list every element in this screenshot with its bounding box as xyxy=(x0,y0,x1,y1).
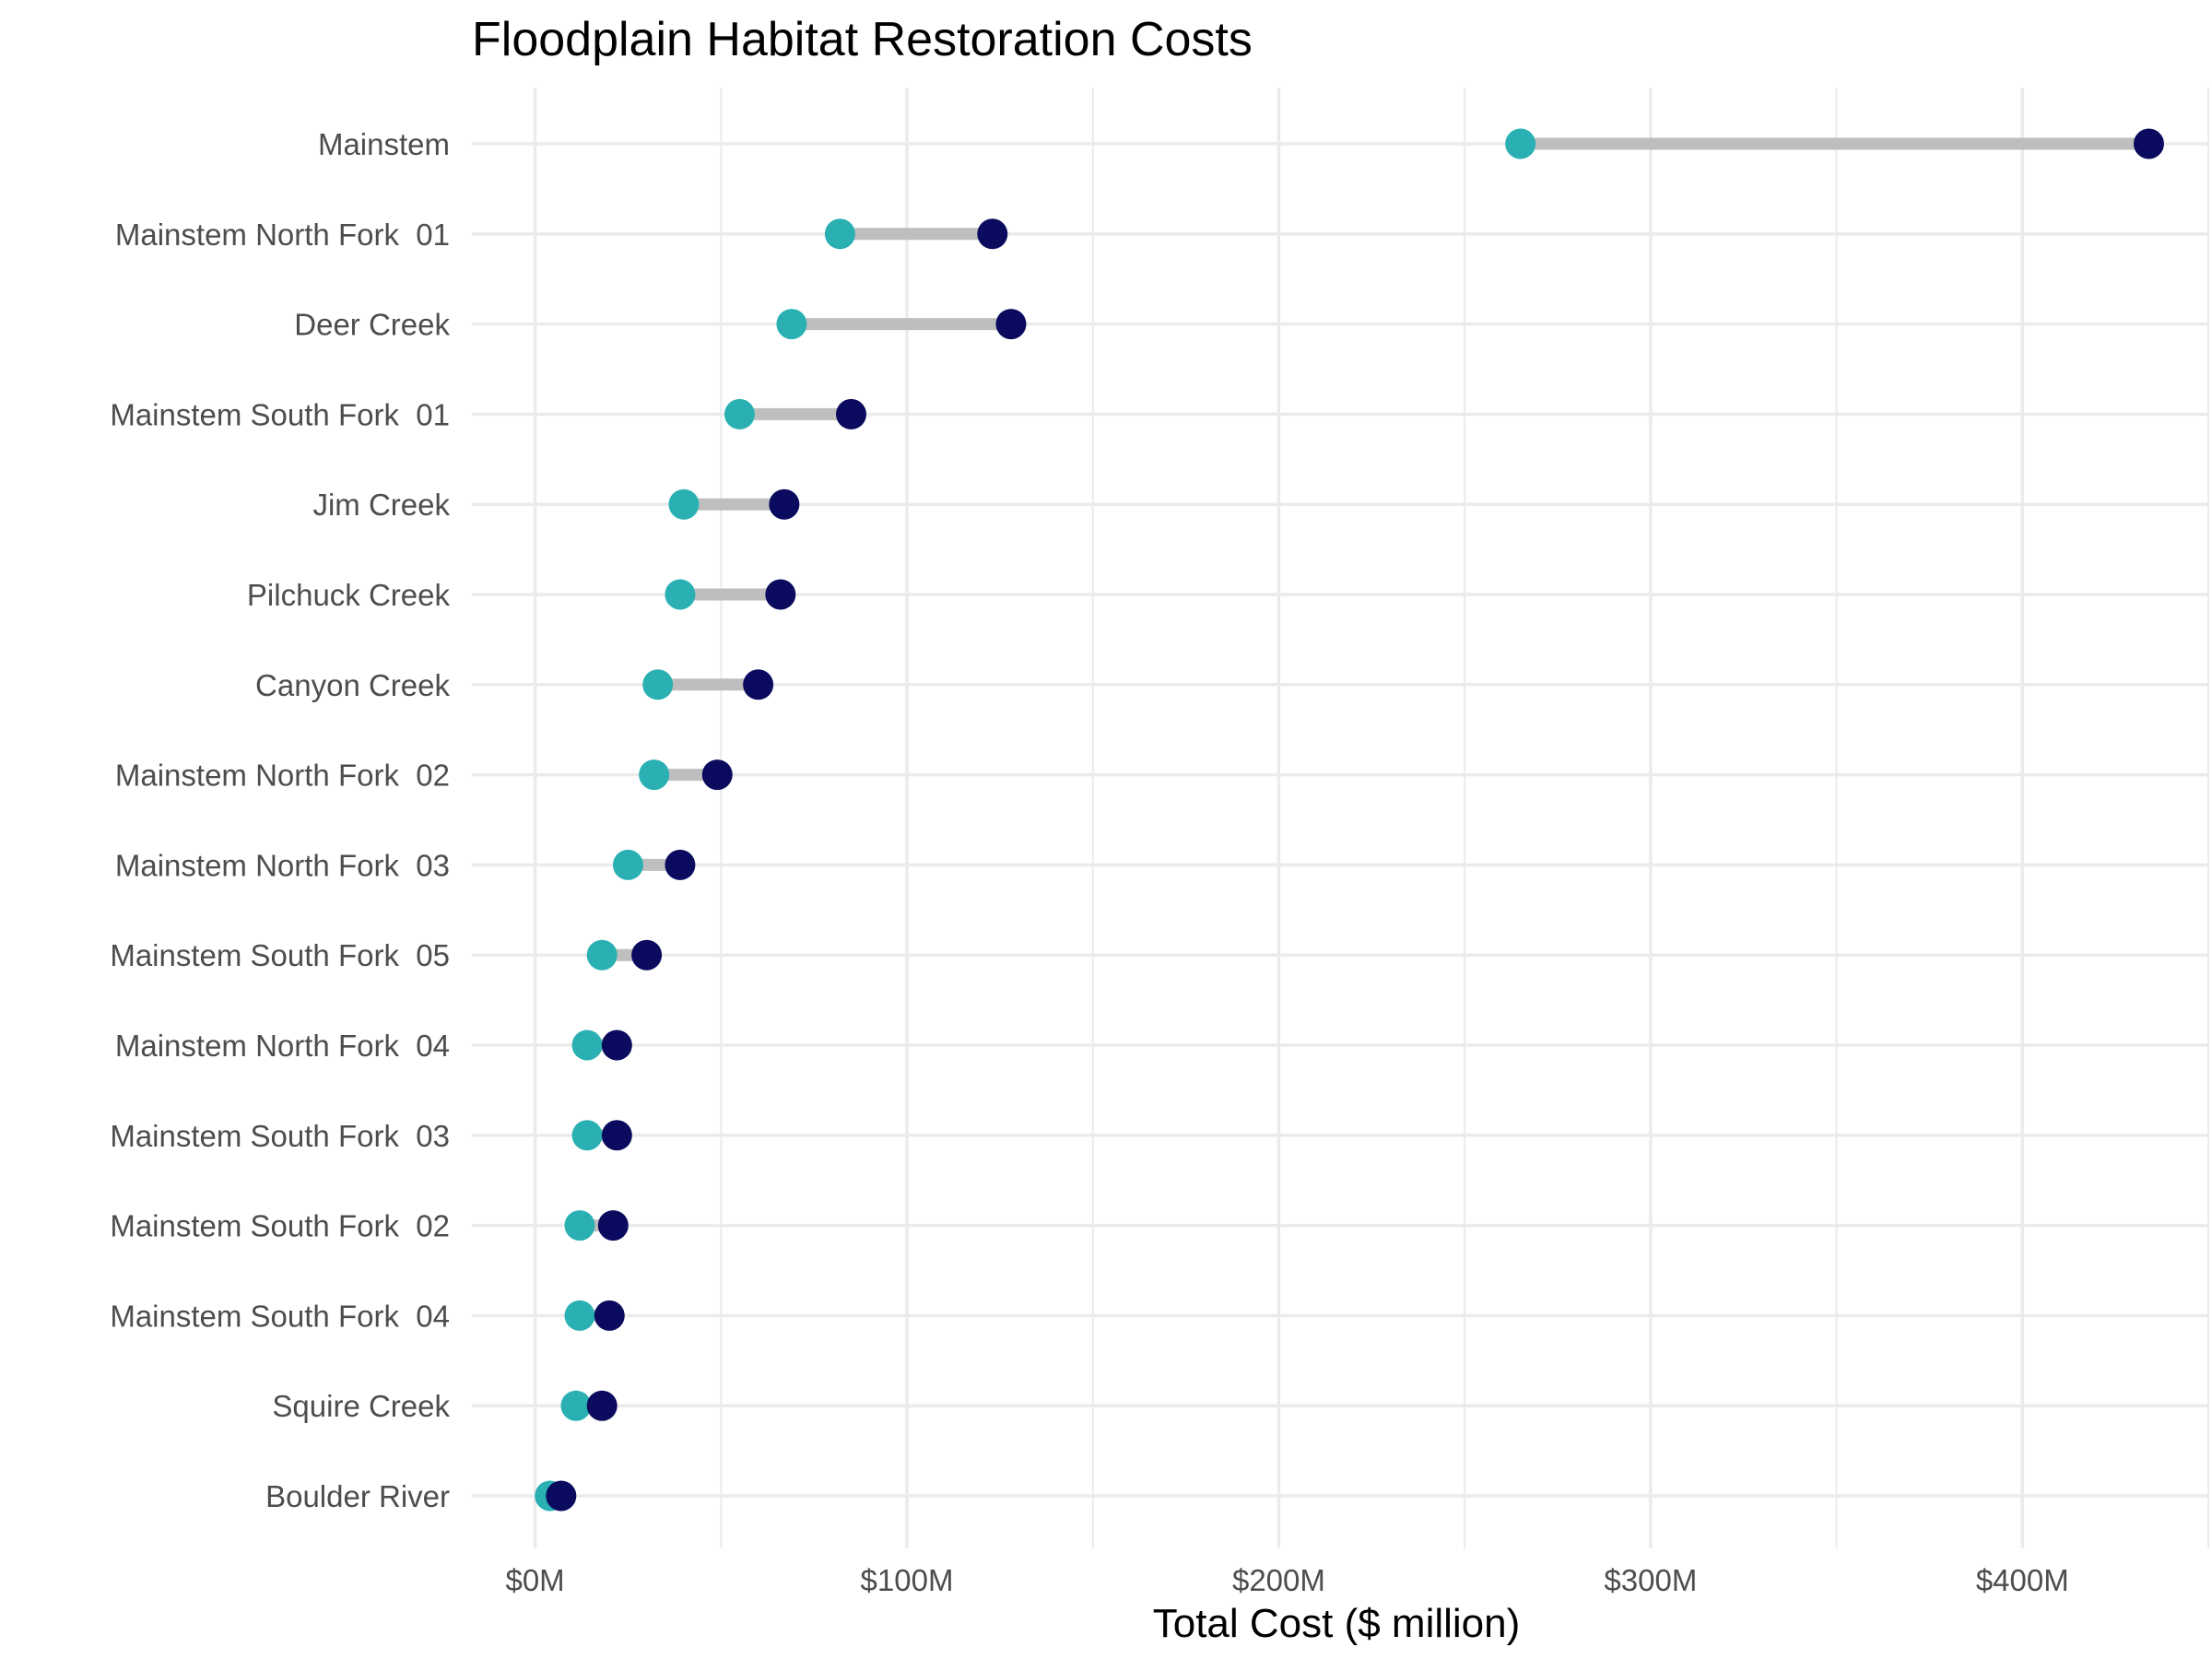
y-tick-label: Mainstem North Fork 01 xyxy=(115,218,450,252)
low-cost-point xyxy=(668,488,700,520)
y-tick-label: Boulder River xyxy=(265,1479,450,1513)
high-cost-point xyxy=(586,1390,618,1421)
low-cost-point xyxy=(586,939,618,971)
low-cost-point xyxy=(612,849,643,880)
high-cost-point xyxy=(765,579,796,610)
y-tick-label: Mainstem North Fork 02 xyxy=(115,759,450,793)
high-cost-point xyxy=(594,1300,625,1331)
chart-title: Floodplain Habitat Restoration Costs xyxy=(472,13,1253,66)
y-tick-label: Mainstem South Fork 03 xyxy=(110,1119,450,1153)
low-cost-point xyxy=(560,1390,592,1421)
y-tick-label: Mainstem South Fork 02 xyxy=(110,1209,450,1243)
high-cost-point xyxy=(546,1480,577,1512)
low-cost-point xyxy=(724,398,755,429)
x-tick-label: $0M xyxy=(505,1563,564,1597)
y-tick-label: Mainstem South Fork 04 xyxy=(110,1299,450,1333)
y-tick-label: Mainstem South Fork 05 xyxy=(110,938,450,972)
x-tick-label: $300M xyxy=(1604,1563,1697,1597)
segments xyxy=(549,137,2149,1502)
high-cost-point xyxy=(835,398,866,429)
high-cost-point xyxy=(995,309,1027,340)
y-tick-label: Canyon Creek xyxy=(255,668,450,702)
low-cost-point xyxy=(639,759,670,791)
low-cost-point xyxy=(1505,128,1536,159)
x-tick-label: $400M xyxy=(1976,1563,2069,1597)
low-cost-point xyxy=(824,218,855,250)
high-cost-point xyxy=(701,759,733,791)
y-tick-label: Mainstem xyxy=(318,127,450,161)
high-cost-point xyxy=(769,488,800,520)
low-cost-point xyxy=(571,1120,603,1151)
y-tick-label: Mainstem South Fork 01 xyxy=(110,397,450,431)
high-cost-point xyxy=(601,1030,632,1061)
y-tick-label: Mainstem North Fork 04 xyxy=(115,1029,450,1063)
y-axis-ticks: Mainstem Mainstem North Fork 01 Deer Creek… xyxy=(110,127,450,1513)
y-tick-label: Jim Creek xyxy=(312,488,450,522)
x-tick-label: $100M xyxy=(861,1563,954,1597)
y-tick-label: Pilchuck Creek xyxy=(247,578,451,612)
low-cost-point xyxy=(665,579,696,610)
high-cost-point xyxy=(2133,128,2164,159)
high-cost-point xyxy=(743,669,774,700)
low-cost-point xyxy=(571,1030,603,1061)
x-axis-ticks: $0M $100M $200M $300M $400M xyxy=(505,1563,2068,1597)
high-cost-point xyxy=(665,849,696,880)
low-cost-point xyxy=(642,669,674,700)
high-cost-point xyxy=(977,218,1008,250)
high-cost-point xyxy=(597,1210,629,1241)
y-tick-label: Squire Creek xyxy=(272,1389,450,1423)
high-cost-point xyxy=(601,1120,632,1151)
low-cost-point xyxy=(776,309,807,340)
y-tick-label: Deer Creek xyxy=(294,308,450,342)
high-cost-point xyxy=(631,939,663,971)
grid xyxy=(472,88,2209,1548)
x-axis-label: Total Cost ($ million) xyxy=(1153,1601,1521,1646)
low-cost-point xyxy=(564,1210,595,1241)
x-tick-label: $200M xyxy=(1232,1563,1325,1597)
low-cost-point xyxy=(564,1300,595,1331)
y-tick-label: Mainstem North Fork 03 xyxy=(115,848,450,882)
points xyxy=(535,128,2164,1512)
